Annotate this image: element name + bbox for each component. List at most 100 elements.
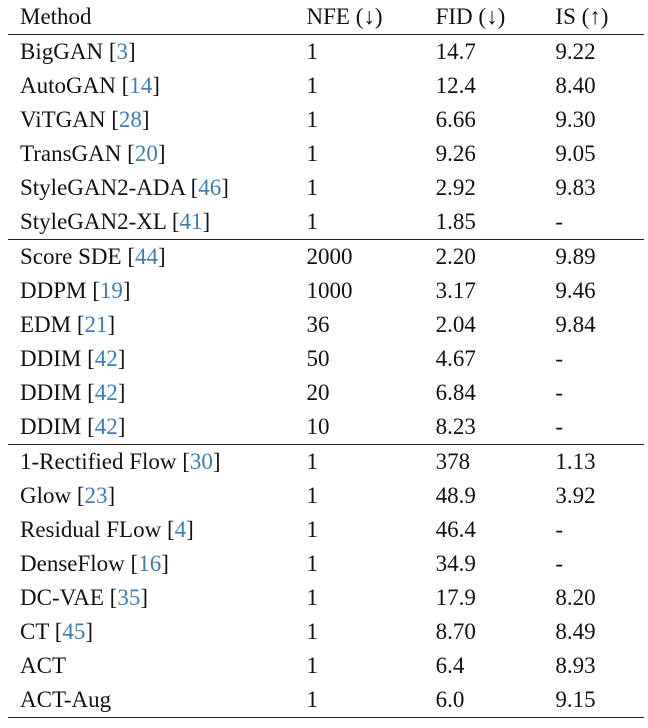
is-cell: 9.15 <box>543 683 644 718</box>
citation-link[interactable]: 4 <box>174 517 187 542</box>
method-name: DDIM <box>20 346 82 371</box>
table-row: ViTGAN [28] 1 6.66 9.30 <box>8 103 644 137</box>
is-cell: 9.05 <box>555 141 596 166</box>
citation-link[interactable]: 45 <box>62 619 86 644</box>
citation-link[interactable]: 30 <box>189 449 213 474</box>
is-cell: 9.83 <box>555 175 596 200</box>
method-name: CT <box>20 619 49 644</box>
fid-cell: 6.0 <box>423 683 544 718</box>
nfe-cell: 1 <box>306 73 319 98</box>
method-cell: Score SDE [44] <box>8 239 295 274</box>
fid-cell: 17.9 <box>435 585 476 610</box>
table-row: DDIM [42] 20 6.84 - <box>8 376 644 410</box>
is-cell: 9.46 <box>555 278 596 303</box>
citation-link[interactable]: 46 <box>198 175 222 200</box>
table-row: DDPM [19] 1000 3.17 9.46 <box>8 274 644 308</box>
nfe-cell: 1 <box>306 517 319 542</box>
nfe-cell: 1 <box>294 444 424 479</box>
fid-cell: 6.4 <box>435 653 465 678</box>
nfe-cell: 50 <box>306 346 330 371</box>
is-cell: 8.93 <box>555 653 596 678</box>
nfe-cell: 20 <box>306 380 330 405</box>
method-name: ViTGAN <box>20 107 106 132</box>
fid-cell: 8.23 <box>435 414 476 439</box>
method-name: EDM <box>20 312 72 337</box>
table-row: EDM [21] 36 2.04 9.84 <box>8 308 644 342</box>
is-cell: - <box>555 551 564 576</box>
citation-link[interactable]: 42 <box>94 414 118 439</box>
table-row: DC-VAE [35] 1 17.9 8.20 <box>8 581 644 615</box>
nfe-cell: 1 <box>306 551 319 576</box>
is-cell: - <box>555 380 564 405</box>
is-cell: 1.13 <box>543 444 644 479</box>
table-row: CT [45] 1 8.70 8.49 <box>8 615 644 649</box>
method-cell: StyleGAN2-XL [41] <box>20 209 211 234</box>
nfe-cell: 1000 <box>306 278 353 303</box>
fid-cell: 2.92 <box>435 175 476 200</box>
citation-link[interactable]: 23 <box>84 483 108 508</box>
fid-cell: 3.17 <box>435 278 476 303</box>
method-name: ACT <box>20 653 66 678</box>
nfe-cell: 1 <box>306 619 319 644</box>
table-row: Glow [23] 1 48.9 3.92 <box>8 479 644 513</box>
table-row: Residual FLow [4] 1 46.4 - <box>8 513 644 547</box>
nfe-cell: 1 <box>294 683 424 718</box>
fid-cell: 6.84 <box>435 380 476 405</box>
citation-link[interactable]: 3 <box>116 39 128 64</box>
citation-link[interactable]: 21 <box>84 312 108 337</box>
method-name: DDIM <box>20 380 82 405</box>
method-cell: ACT-Aug <box>8 683 295 718</box>
is-cell: 8.40 <box>555 73 596 98</box>
method-cell: ACT <box>8 649 295 683</box>
citation-link[interactable]: 44 <box>135 244 158 269</box>
citation-link[interactable]: 35 <box>117 585 141 610</box>
is-cell: 9.84 <box>555 312 596 337</box>
method-name: Score SDE <box>20 244 122 269</box>
method-cell: DC-VAE [35] <box>20 585 149 610</box>
table-row: 1-Rectified Flow [30] 1 378 1.13 <box>8 444 644 479</box>
nfe-cell: 1 <box>306 141 319 166</box>
table-row: BigGAN [3] 1 14.7 9.22 <box>8 34 644 69</box>
fid-cell: 14.7 <box>423 34 544 69</box>
fid-cell: 4.67 <box>435 346 476 371</box>
method-name: AutoGAN <box>20 73 116 98</box>
is-cell: - <box>555 209 564 234</box>
fid-cell: 6.66 <box>435 107 476 132</box>
citation-link[interactable]: 20 <box>134 141 158 166</box>
method-cell: EDM [21] <box>20 312 116 337</box>
fid-cell: 1.85 <box>435 209 476 234</box>
method-name: DC-VAE <box>20 585 104 610</box>
fid-cell: 2.04 <box>435 312 476 337</box>
citation-link[interactable]: 42 <box>94 346 118 371</box>
is-cell: 3.92 <box>555 483 596 508</box>
method-name: 1-Rectified Flow <box>20 449 177 474</box>
method-name: Residual FLow <box>20 517 162 542</box>
nfe-cell: 1 <box>306 483 319 508</box>
table-row: DDIM [42] 50 4.67 - <box>8 342 644 376</box>
is-cell: 9.89 <box>543 239 644 274</box>
method-name: StyleGAN2-XL <box>20 209 167 234</box>
nfe-cell: 36 <box>306 312 330 337</box>
nfe-cell: 1 <box>294 34 424 69</box>
method-cell: BigGAN [3] <box>8 34 295 69</box>
table-row: ACT 1 6.4 8.93 <box>8 649 644 683</box>
citation-link[interactable]: 41 <box>179 209 203 234</box>
nfe-cell: 1 <box>306 653 319 678</box>
method-cell: DDIM [42] <box>20 414 126 439</box>
citation-link[interactable]: 42 <box>94 380 118 405</box>
method-name: ACT-Aug <box>20 687 112 712</box>
method-cell: StyleGAN2-ADA [46] <box>20 175 229 200</box>
fid-cell: 378 <box>423 444 544 479</box>
header-fid: FID (↓) <box>423 0 544 35</box>
nfe-cell: 1 <box>306 209 319 234</box>
table-body: BigGAN [3] 1 14.7 9.22 AutoGAN [14] 1 12.4 8.40… <box>8 34 644 718</box>
is-cell: - <box>555 346 564 371</box>
citation-link[interactable]: 28 <box>118 107 142 132</box>
method-name: Glow <box>20 483 72 508</box>
citation-link[interactable]: 16 <box>138 551 162 576</box>
fid-cell: 46.4 <box>435 517 476 542</box>
citation-link[interactable]: 14 <box>129 73 153 98</box>
citation-link[interactable]: 19 <box>99 278 123 303</box>
table-row: AutoGAN [14] 1 12.4 8.40 <box>8 69 644 103</box>
table-row: StyleGAN2-ADA [46] 1 2.92 9.83 <box>8 171 644 205</box>
